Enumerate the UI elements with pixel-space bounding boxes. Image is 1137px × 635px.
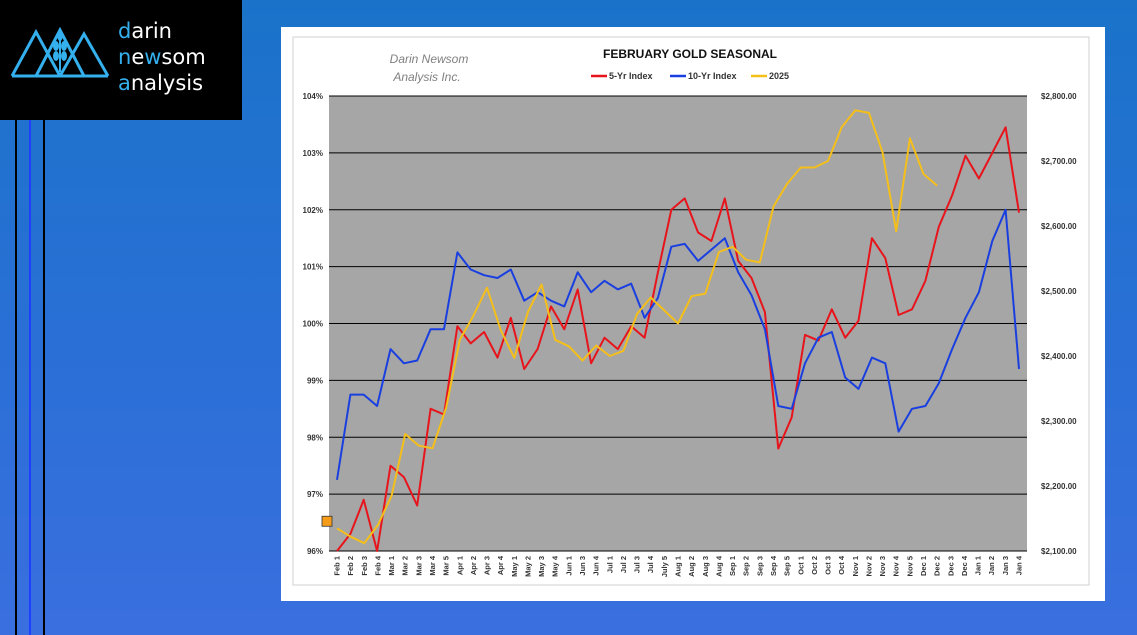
y-right-tick-label: $2,500.00 xyxy=(1041,287,1077,296)
seasonal-chart: 96% 97% 98% 99% 100% 101% 102% 103% 104% $2,100.… xyxy=(292,36,1090,586)
x-tick-label: Aug 2 xyxy=(687,556,696,577)
y-left-tick-label: 99% xyxy=(307,376,323,385)
x-tick-label: Oct 4 xyxy=(837,555,846,575)
x-tick-label: Oct 3 xyxy=(824,556,833,575)
x-tick-label: Feb 3 xyxy=(360,556,369,576)
x-tick-label: Jun 1 xyxy=(564,556,573,576)
series-line-10-yr-index xyxy=(336,208,1020,481)
x-tick-label: Nov 2 xyxy=(864,556,873,576)
brand-line-2: newsom xyxy=(118,45,206,69)
y-left-tick-label: 101% xyxy=(303,263,323,272)
x-tick-label: Dec 3 xyxy=(946,556,955,576)
x-tick-label: Aug 4 xyxy=(714,555,723,577)
series-line-2025 xyxy=(336,109,938,545)
legend-label: 2025 xyxy=(769,71,789,81)
brand-wordmark: darin newsom analysis xyxy=(118,18,206,96)
brand-line-1: darin xyxy=(118,19,172,43)
x-tick-label: Jan 4 xyxy=(1015,555,1024,575)
series-marker xyxy=(321,515,333,527)
x-tick-label: Apr 3 xyxy=(483,556,492,575)
x-tick-label: Jan 1 xyxy=(974,556,983,575)
x-tick-label: Nov 3 xyxy=(878,556,887,576)
x-tick-label: Mar 4 xyxy=(428,555,437,575)
legend-label: 5-Yr Index xyxy=(609,71,653,81)
x-tick-label: Jun 4 xyxy=(592,555,601,575)
x-tick-label: Jan 2 xyxy=(987,556,996,575)
x-tick-label: Mar 3 xyxy=(414,556,423,576)
x-tick-label: Mar 5 xyxy=(442,556,451,576)
legend: 5-Yr Index 10-Yr Index 2025 xyxy=(591,71,789,81)
x-tick-label: Mar 2 xyxy=(401,556,410,576)
chart-title: FEBRUARY GOLD SEASONAL xyxy=(603,47,777,61)
x-tick-label: Nov 5 xyxy=(905,556,914,576)
y-left-tick-label: 104% xyxy=(303,92,323,101)
x-tick-label: Mar 1 xyxy=(387,556,396,576)
x-tick-label: Dec 2 xyxy=(933,556,942,576)
y-right-tick-label: $2,300.00 xyxy=(1041,417,1077,426)
x-tick-label: Sep 2 xyxy=(742,556,751,576)
y-left-tick-label: 100% xyxy=(303,320,323,329)
y-right-tick-label: $2,200.00 xyxy=(1041,482,1077,491)
x-tick-label: Sep 3 xyxy=(755,556,764,576)
decor-line-2 xyxy=(29,120,31,635)
x-tick-label: May 3 xyxy=(537,556,546,577)
watermark-line-1: Darin Newsom xyxy=(390,52,469,66)
x-tick-label: Apr 2 xyxy=(469,556,478,575)
x-tick-label: May 2 xyxy=(523,556,532,577)
x-tick-label: Feb 2 xyxy=(346,556,355,576)
y-right-tick-label: $2,400.00 xyxy=(1041,352,1077,361)
x-tick-label: Sep 4 xyxy=(769,555,778,576)
x-tick-label: Jul 2 xyxy=(619,556,628,573)
x-tick-label: Oct 1 xyxy=(796,556,805,575)
y-left-tick-label: 98% xyxy=(307,433,323,442)
x-tick-label: Sep 5 xyxy=(783,556,792,576)
x-tick-label: Feb 4 xyxy=(373,555,382,575)
decor-line-3 xyxy=(43,120,45,635)
x-tick-label: May 4 xyxy=(551,555,560,577)
brand-logo: darin newsom analysis xyxy=(0,0,242,120)
x-tick-label: Aug 1 xyxy=(674,556,683,577)
watermark-line-2: Analysis Inc. xyxy=(392,70,460,84)
x-tick-label: Feb 1 xyxy=(333,556,342,576)
x-tick-label: Jul 4 xyxy=(646,555,655,573)
y-right-tick-label: $2,600.00 xyxy=(1041,222,1077,231)
x-tick-label: July 5 xyxy=(660,556,669,577)
y-left-tick-label: 96% xyxy=(307,547,323,556)
x-tick-label: Nov 1 xyxy=(851,556,860,576)
x-tick-label: Jan 3 xyxy=(1001,556,1010,575)
series-line-5-yr-index xyxy=(336,126,1020,552)
x-tick-label: Apr 4 xyxy=(496,555,505,575)
x-tick-label: May 1 xyxy=(510,556,519,577)
y-left-tick-label: 103% xyxy=(303,149,323,158)
y-left-tick-label: 97% xyxy=(307,490,323,499)
legend-label: 10-Yr Index xyxy=(688,71,737,81)
x-tick-label: Jul 3 xyxy=(633,556,642,573)
x-tick-label: Jul 1 xyxy=(605,556,614,573)
x-tick-label: Oct 2 xyxy=(810,556,819,575)
x-tick-label: Nov 4 xyxy=(892,555,901,576)
chart-card: 96% 97% 98% 99% 100% 101% 102% 103% 104% $2,100.… xyxy=(281,27,1105,601)
decor-line-1 xyxy=(15,120,17,635)
y-right-tick-label: $2,800.00 xyxy=(1041,92,1077,101)
y-right-tick-label: $2,100.00 xyxy=(1041,547,1077,556)
x-tick-label: Sep 1 xyxy=(728,556,737,576)
x-tick-label: Apr 1 xyxy=(455,556,464,575)
y-right-tick-label: $2,700.00 xyxy=(1041,157,1077,166)
x-tick-label: Aug 3 xyxy=(701,556,710,577)
mountain-wheat-icon xyxy=(10,26,110,78)
brand-line-3: analysis xyxy=(118,71,204,95)
x-tick-label: Jun 3 xyxy=(578,556,587,576)
x-tick-label: Dec 1 xyxy=(919,556,928,576)
y-left-tick-label: 102% xyxy=(303,206,323,215)
x-tick-label: Dec 4 xyxy=(960,555,969,576)
